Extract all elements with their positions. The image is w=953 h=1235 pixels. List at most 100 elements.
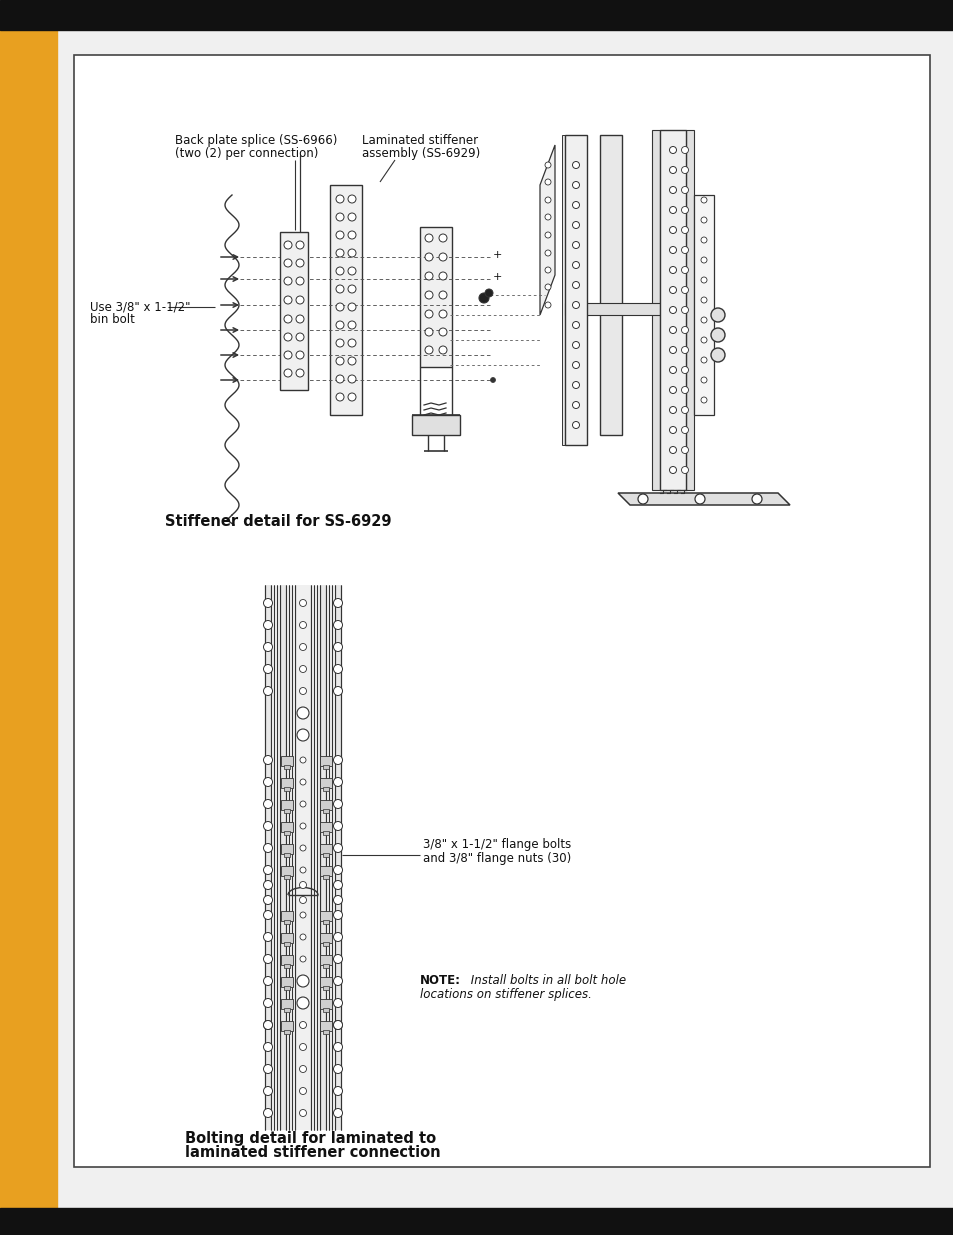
Circle shape [544, 284, 551, 290]
Bar [323, 876, 329, 879]
Circle shape [348, 249, 355, 257]
Circle shape [680, 226, 688, 233]
Circle shape [263, 932, 273, 941]
Circle shape [296, 997, 309, 1009]
Bar [323, 920, 329, 924]
Circle shape [263, 977, 273, 986]
Circle shape [284, 259, 292, 267]
Circle shape [334, 955, 342, 963]
Circle shape [700, 317, 706, 324]
Circle shape [334, 977, 342, 986]
Circle shape [334, 599, 342, 608]
Circle shape [348, 338, 355, 347]
Bar [265, 585, 271, 1130]
Bar [281, 932, 293, 944]
Circle shape [638, 494, 647, 504]
Text: (two (2) per connection): (two (2) per connection) [174, 147, 318, 161]
Circle shape [669, 267, 676, 273]
Circle shape [710, 348, 724, 362]
Circle shape [478, 293, 489, 303]
Circle shape [348, 357, 355, 366]
Circle shape [263, 642, 273, 652]
Bar [284, 764, 290, 769]
Bar [281, 844, 293, 853]
Text: Back plate splice (SS-6966): Back plate splice (SS-6966) [174, 135, 337, 147]
Bar [294, 585, 311, 1130]
Circle shape [544, 214, 551, 220]
Circle shape [335, 357, 344, 366]
Bar [323, 831, 329, 835]
Bar [281, 800, 293, 810]
Bar [323, 853, 329, 857]
Circle shape [335, 231, 344, 240]
Circle shape [572, 362, 578, 368]
Bar [284, 942, 290, 946]
Bar [284, 831, 290, 835]
Circle shape [669, 387, 676, 394]
Circle shape [348, 375, 355, 383]
Bar [281, 911, 293, 921]
Circle shape [263, 1087, 273, 1095]
Circle shape [680, 247, 688, 253]
Bar [0, 1208, 953, 1235]
Circle shape [263, 1020, 273, 1030]
Circle shape [700, 396, 706, 403]
Circle shape [572, 321, 578, 329]
Circle shape [669, 247, 676, 253]
Circle shape [680, 167, 688, 173]
Circle shape [296, 729, 309, 741]
Circle shape [335, 195, 344, 203]
Circle shape [263, 881, 273, 889]
Circle shape [335, 393, 344, 401]
Bar [335, 585, 340, 1130]
Circle shape [544, 162, 551, 168]
Circle shape [669, 186, 676, 194]
Bar [564, 135, 586, 445]
Bar [319, 1021, 332, 1031]
Bar [323, 1008, 329, 1011]
Circle shape [334, 1087, 342, 1095]
Bar [319, 823, 332, 832]
Circle shape [263, 999, 273, 1008]
Circle shape [572, 421, 578, 429]
Bar [685, 130, 693, 490]
Circle shape [680, 387, 688, 394]
Circle shape [263, 778, 273, 787]
Circle shape [334, 1042, 342, 1051]
Circle shape [299, 882, 306, 888]
Polygon shape [539, 144, 555, 315]
Circle shape [424, 329, 433, 336]
Circle shape [544, 249, 551, 256]
Bar [284, 965, 290, 968]
Circle shape [572, 382, 578, 389]
Circle shape [680, 447, 688, 453]
Bar [0, 0, 953, 30]
Circle shape [335, 285, 344, 293]
Circle shape [299, 823, 306, 829]
Circle shape [263, 756, 273, 764]
Bar [281, 778, 293, 788]
Circle shape [284, 333, 292, 341]
Bar [319, 585, 326, 1130]
Circle shape [335, 338, 344, 347]
Circle shape [438, 329, 447, 336]
Text: locations on stiffener splices.: locations on stiffener splices. [419, 988, 591, 1002]
Circle shape [424, 310, 433, 317]
Circle shape [710, 329, 724, 342]
Text: 3/8" x 1-1/2" flange bolts: 3/8" x 1-1/2" flange bolts [422, 839, 571, 851]
Circle shape [299, 1044, 306, 1051]
Circle shape [263, 599, 273, 608]
Circle shape [751, 494, 761, 504]
Circle shape [669, 406, 676, 414]
Circle shape [669, 287, 676, 294]
Bar [319, 977, 332, 987]
Circle shape [299, 666, 306, 673]
Circle shape [299, 643, 306, 651]
Text: bin bolt: bin bolt [90, 312, 134, 326]
Bar [659, 130, 685, 490]
Bar [284, 986, 290, 990]
Text: and 3/8" flange nuts (30): and 3/8" flange nuts (30) [422, 852, 571, 864]
Circle shape [334, 687, 342, 695]
Circle shape [669, 426, 676, 433]
Circle shape [572, 162, 578, 168]
